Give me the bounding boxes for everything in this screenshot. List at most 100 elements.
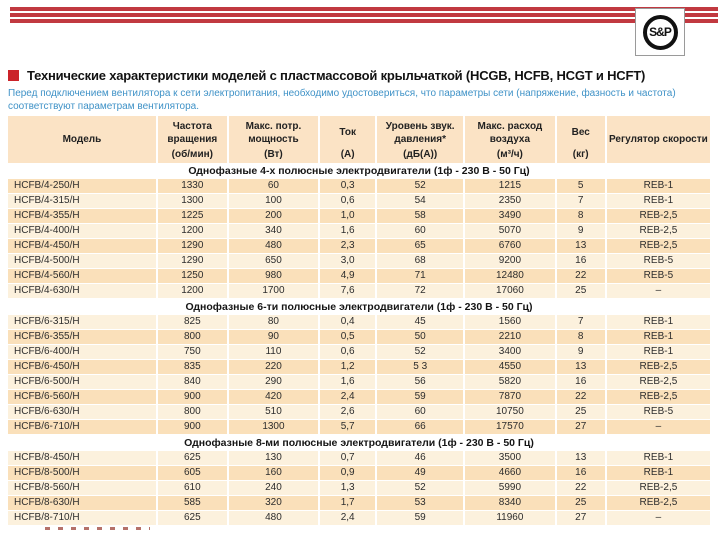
model-cell: HCFB/6-315/H (8, 315, 156, 329)
value-cell: 53 (377, 496, 464, 510)
value-cell: 625 (157, 511, 227, 525)
column-header-unit: (А) (340, 149, 355, 160)
value-cell: 25 (556, 405, 605, 419)
table-row: HCFB/4-400/H 1200 340 1,6 60 5070 9 REB-2,5 (8, 224, 710, 238)
value-cell: 22 (556, 269, 605, 283)
value-cell: 66 (377, 420, 464, 434)
value-cell: 480 (228, 239, 319, 253)
column-header-unit: (об/мин) (171, 149, 213, 160)
value-cell: 59 (377, 390, 464, 404)
value-cell: 16 (556, 254, 605, 268)
value-cell: 9200 (465, 254, 555, 268)
value-cell: 900 (157, 420, 227, 434)
value-cell: 750 (157, 345, 227, 359)
value-cell: REB-5 (606, 269, 710, 283)
value-cell: 22 (556, 390, 605, 404)
column-header-label: Макс. потр. мощность (245, 121, 302, 145)
red-square-bullet-icon (8, 70, 19, 81)
value-cell: 17570 (465, 420, 555, 434)
value-cell: 1330 (157, 179, 227, 193)
table-row: HCFB/6-355/H 800 90 0,5 50 2210 8 REB-1 (8, 330, 710, 344)
value-cell: 1200 (157, 224, 227, 238)
value-cell: REB-1 (606, 179, 710, 193)
value-cell: 1,0 (320, 209, 376, 223)
value-cell: 72 (377, 284, 464, 298)
value-cell: 610 (157, 481, 227, 495)
table-row: HCFB/6-500/H 840 290 1,6 56 5820 16 REB-2,5 (8, 375, 710, 389)
value-cell: 290 (228, 375, 319, 389)
value-cell: 1250 (157, 269, 227, 283)
table-row: HCFB/6-560/H 900 420 2,4 59 7870 22 REB-2,5 (8, 390, 710, 404)
value-cell: 0,3 (320, 179, 376, 193)
value-cell: 2,3 (320, 239, 376, 253)
value-cell: 25 (556, 496, 605, 510)
value-cell: 60 (228, 179, 319, 193)
model-cell: HCFB/6-500/H (8, 375, 156, 389)
value-cell: 900 (157, 390, 227, 404)
value-cell: REB-5 (606, 405, 710, 419)
model-cell: HCFB/4-250/H (8, 179, 156, 193)
section-header-row: Однофазные 6-ти полюсные электродвигател… (8, 299, 710, 315)
value-cell: 25 (556, 284, 605, 298)
table-row: HCFB/4-450/H 1290 480 2,3 65 6760 13 REB-2,5 (8, 239, 710, 253)
column-header: Модель (8, 116, 156, 163)
column-header: Регулятор скорости (606, 116, 710, 163)
value-cell: 52 (377, 345, 464, 359)
value-cell: 1,3 (320, 481, 376, 495)
value-cell: REB-5 (606, 254, 710, 268)
value-cell: REB-2,5 (606, 239, 710, 253)
value-cell: 27 (556, 511, 605, 525)
value-cell: 13 (556, 451, 605, 465)
value-cell: 68 (377, 254, 464, 268)
table-header-row: Модель Частота вращения (об/мин) Макс. потр… (8, 116, 710, 163)
table-row: HCFB/8-630/H 585 320 1,7 53 8340 25 REB-2,5 (8, 496, 710, 510)
value-cell: 17060 (465, 284, 555, 298)
value-cell: 100 (228, 194, 319, 208)
value-cell: 200 (228, 209, 319, 223)
value-cell: 7 (556, 315, 605, 329)
value-cell: 2,4 (320, 390, 376, 404)
value-cell: 110 (228, 345, 319, 359)
value-cell: 160 (228, 466, 319, 480)
sp-logo-circle: S&P (642, 14, 678, 50)
table-row: HCFB/4-355/H 1225 200 1,0 58 3490 8 REB-2,5 (8, 209, 710, 223)
value-cell: 2,6 (320, 405, 376, 419)
table-row: HCFB/8-450/H 625 130 0,7 46 3500 13 REB-1 (8, 451, 710, 465)
value-cell: 71 (377, 269, 464, 283)
value-cell: 16 (556, 375, 605, 389)
value-cell: 5 3 (377, 360, 464, 374)
value-cell: 625 (157, 451, 227, 465)
model-cell: HCFB/8-710/H (8, 511, 156, 525)
value-cell: 5820 (465, 375, 555, 389)
sp-logo-text: S&P (649, 25, 672, 39)
value-cell: 510 (228, 405, 319, 419)
value-cell: 6760 (465, 239, 555, 253)
value-cell: 0,5 (320, 330, 376, 344)
value-cell: 3400 (465, 345, 555, 359)
stripe (10, 7, 718, 11)
value-cell: 1560 (465, 315, 555, 329)
value-cell: 650 (228, 254, 319, 268)
value-cell: 12480 (465, 269, 555, 283)
model-cell: HCFB/8-630/H (8, 496, 156, 510)
note-text: Перед подключением вентилятора к сети эл… (8, 88, 676, 112)
value-cell: REB-1 (606, 315, 710, 329)
value-cell: 7870 (465, 390, 555, 404)
value-cell: REB-1 (606, 451, 710, 465)
table-row: HCFB/4-500/H 1290 650 3,0 68 9200 16 REB-5 (8, 254, 710, 268)
model-cell: HCFB/4-560/H (8, 269, 156, 283)
value-cell: 480 (228, 511, 319, 525)
value-cell: 1290 (157, 239, 227, 253)
table-row: HCFB/6-450/H 835 220 1,2 5 3 4550 13 REB-2,5 (8, 360, 710, 374)
table-body: Однофазные 4-х полюсные электродвигатели… (8, 163, 710, 525)
stripe (10, 13, 718, 17)
stripe (10, 19, 718, 23)
model-cell: HCFB/6-710/H (8, 420, 156, 434)
value-cell: 835 (157, 360, 227, 374)
section-header-row: Однофазные 8-ми полюсные электродвигател… (8, 435, 710, 451)
value-cell: 1300 (157, 194, 227, 208)
value-cell: 240 (228, 481, 319, 495)
value-cell: 45 (377, 315, 464, 329)
value-cell: 1,7 (320, 496, 376, 510)
